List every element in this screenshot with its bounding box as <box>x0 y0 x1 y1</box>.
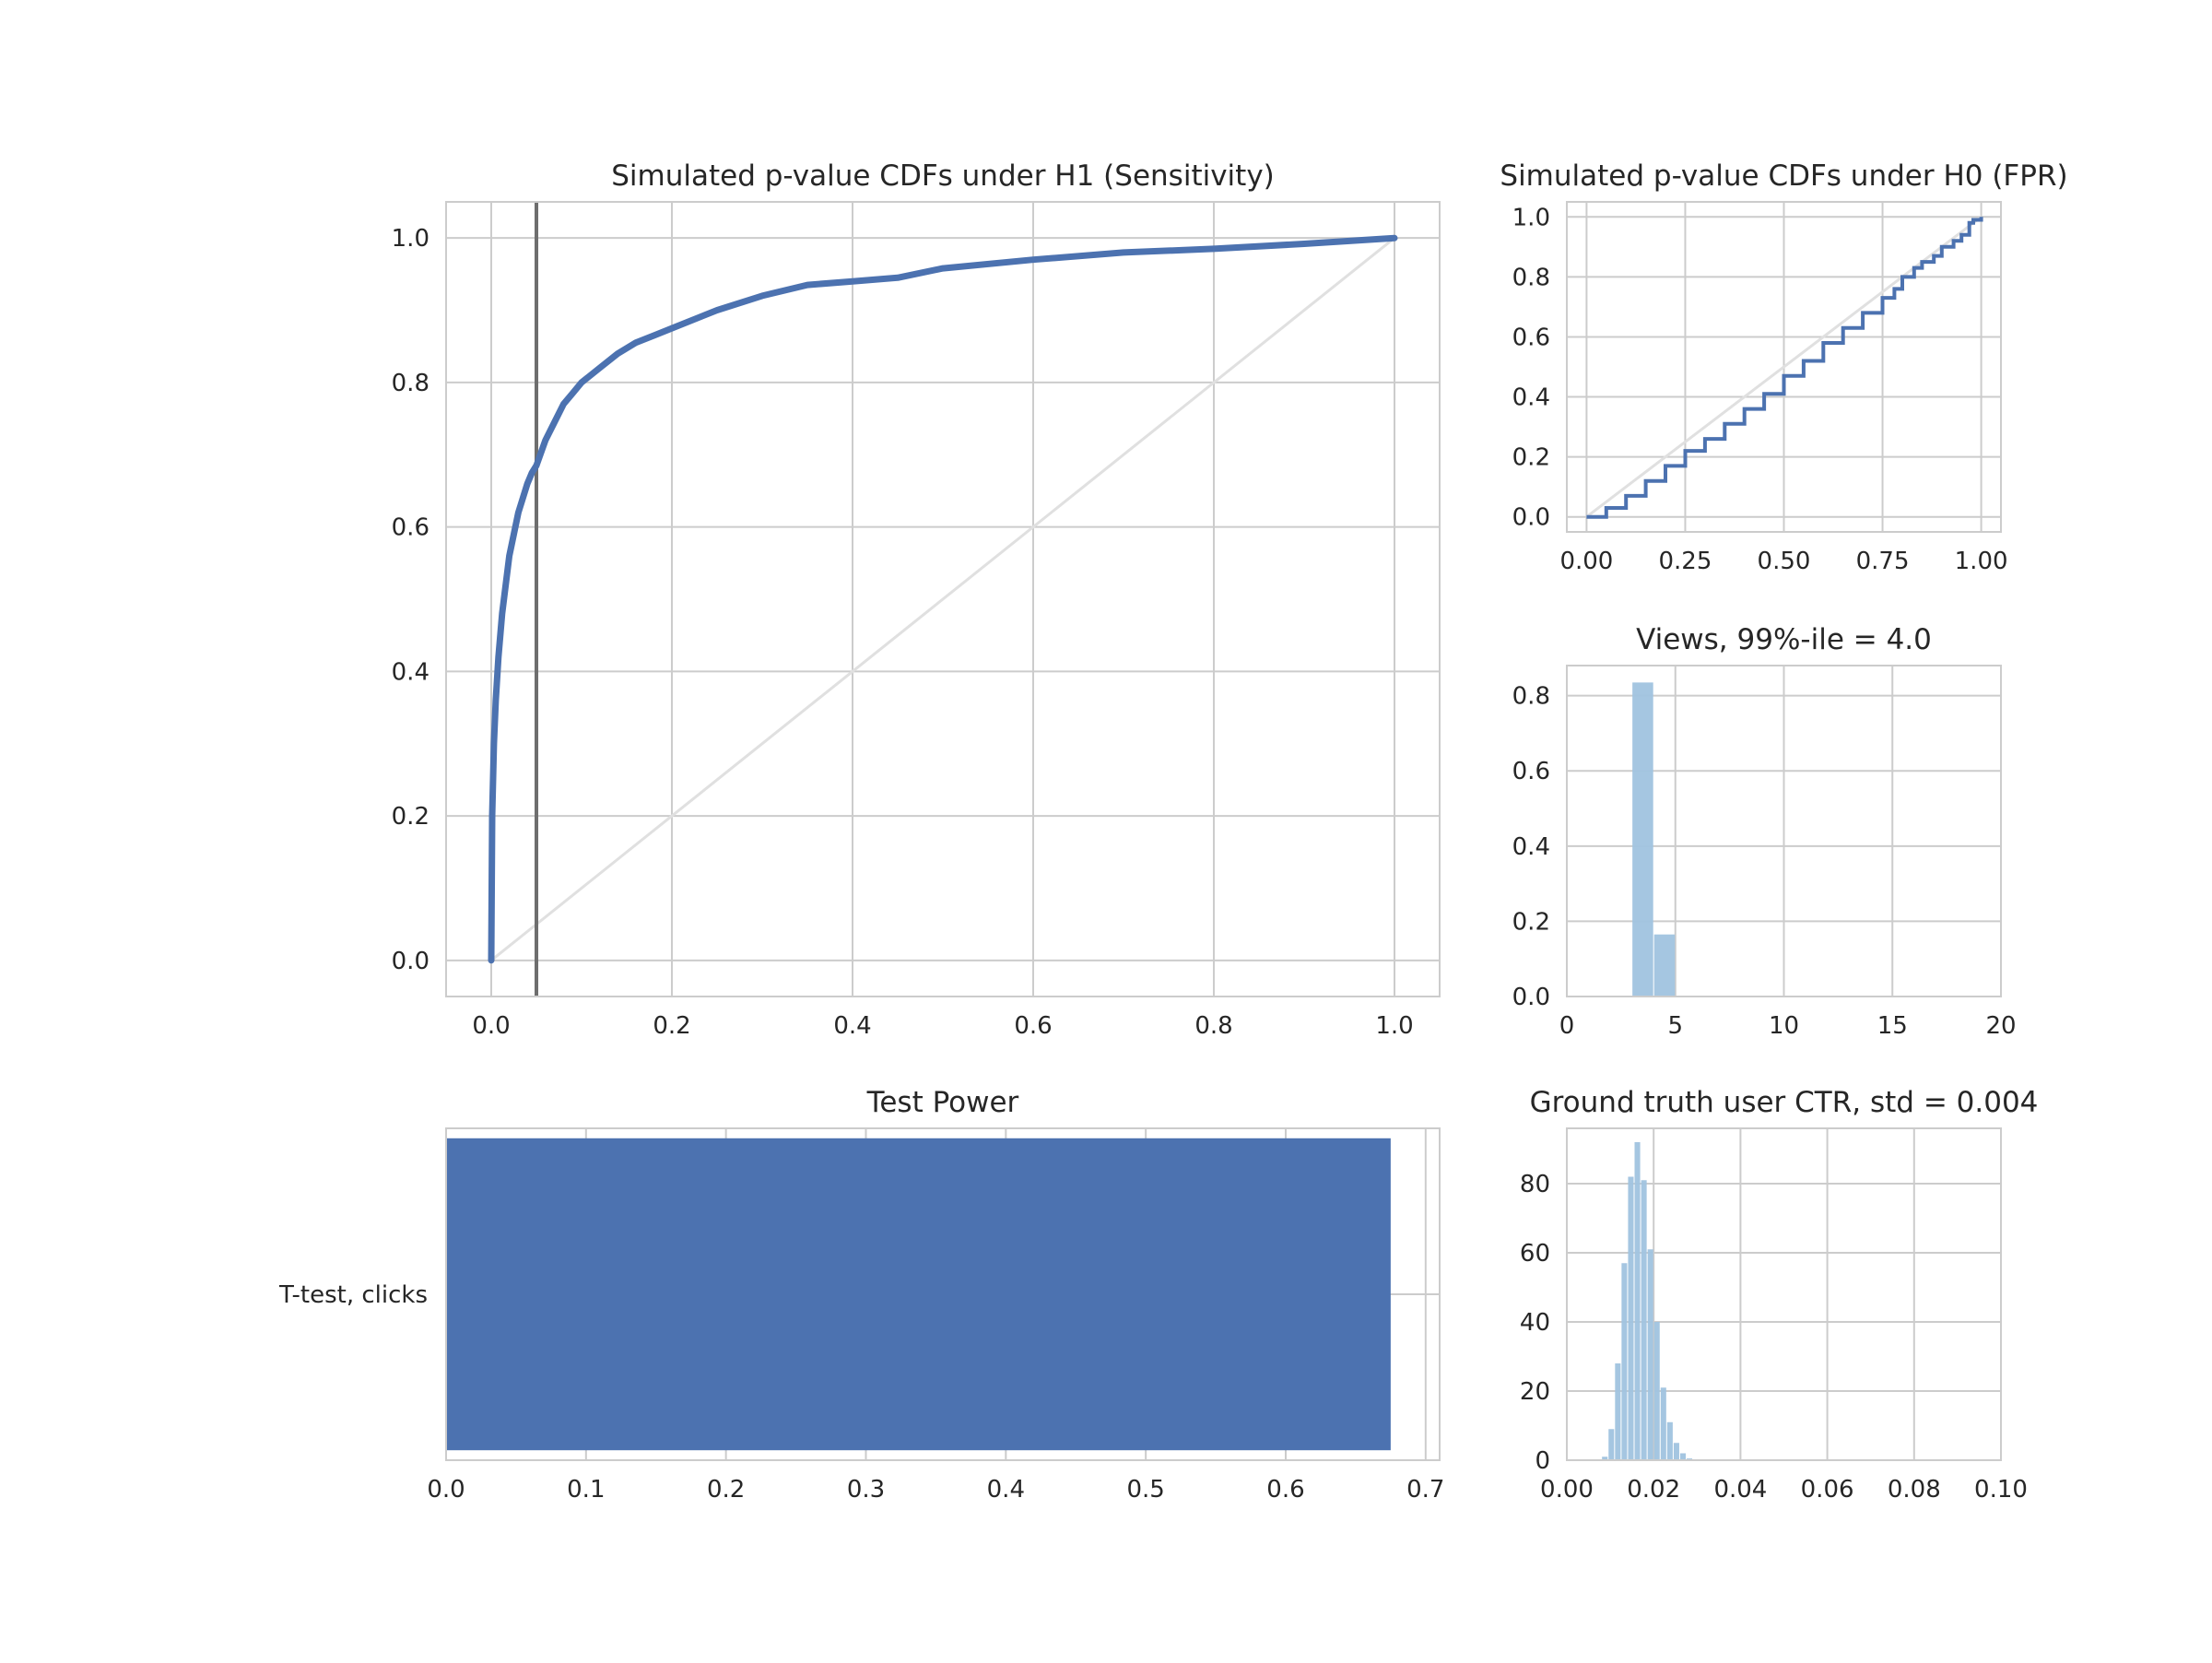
views-y-tick-label: 0.8 <box>1512 683 1550 711</box>
views-y-tick-label: 0.4 <box>1512 833 1550 861</box>
h1-x-tick-label: 1.0 <box>1375 1012 1413 1040</box>
ctr-x-tick-label: 0.08 <box>1888 1476 1941 1504</box>
views-x-tick-label: 20 <box>1985 1012 2016 1040</box>
ctr-histogram-bar <box>1602 1457 1608 1460</box>
power-x-tick-label: 0.2 <box>707 1476 745 1504</box>
views-histogram-bar <box>1653 934 1676 997</box>
ctr-y-tick-label: 20 <box>1520 1378 1550 1406</box>
h1-y-tick-label: 1.0 <box>392 225 429 253</box>
h1-x-tick-label: 0.6 <box>1014 1012 1052 1040</box>
views-y-tick-label: 0.2 <box>1512 908 1550 936</box>
h1-x-tick-label: 0.4 <box>833 1012 871 1040</box>
ctr-y-tick-label: 40 <box>1520 1309 1550 1337</box>
h0-y-tick-label: 0.2 <box>1512 444 1550 472</box>
h1-x-tick-label: 0.0 <box>472 1012 510 1040</box>
power-x-tick-label: 0.5 <box>1126 1476 1164 1504</box>
h0-title: Simulated p-value CDFs under H0 (FPR) <box>1500 159 2067 193</box>
ctr-histogram-bar <box>1621 1263 1628 1460</box>
h0-y-tick-label: 0.0 <box>1512 504 1550 532</box>
views-title: Views, 99%-ile = 4.0 <box>1636 623 1932 656</box>
h0-y-tick-label: 0.4 <box>1512 384 1550 412</box>
views-y-tick-label: 0.6 <box>1512 758 1550 785</box>
h1-diagonal-line <box>490 237 1395 961</box>
h0-y-tick-label: 0.8 <box>1512 264 1550 291</box>
ctr-histogram-bar <box>1615 1363 1621 1460</box>
ctr-histogram-bar <box>1666 1421 1673 1460</box>
h0-x-tick-label: 0.00 <box>1559 548 1613 575</box>
power-x-tick-label: 0.4 <box>987 1476 1025 1504</box>
h1-y-tick-label: 0.8 <box>392 370 429 397</box>
views-x-tick-label: 0 <box>1559 1012 1575 1040</box>
h0-x-tick-label: 0.25 <box>1659 548 1712 575</box>
h0-axes: 0.00 0.25 0.50 0.75 1.00 0.0 0.2 0.4 0.6 0.8 1.0 Si… <box>1500 159 2067 575</box>
h0-x-tick-label: 1.00 <box>1955 548 2008 575</box>
ctr-title: Ground truth user CTR, std = 0.004 <box>1530 1086 2039 1119</box>
ctr-x-tick-label: 0.02 <box>1627 1476 1680 1504</box>
ctr-histogram-bar <box>1653 1322 1660 1460</box>
power-x-tick-label: 0.0 <box>427 1476 465 1504</box>
power-bar <box>446 1138 1391 1451</box>
h1-x-tick-label: 0.2 <box>653 1012 690 1040</box>
ctr-x-tick-label: 0.10 <box>1974 1476 2028 1504</box>
power-x-tick-label: 0.7 <box>1406 1476 1444 1504</box>
h1-y-tick-label: 0.4 <box>392 658 429 686</box>
ctr-y-tick-label: 60 <box>1520 1240 1550 1268</box>
h1-x-tick-label: 0.8 <box>1194 1012 1232 1040</box>
power-title: Test Power <box>866 1086 1019 1119</box>
power-x-tick-label: 0.1 <box>567 1476 605 1504</box>
h1-frame <box>445 201 1441 997</box>
ctr-histogram-bar <box>1634 1142 1641 1460</box>
views-x-tick-label: 5 <box>1667 1012 1683 1040</box>
ctr-histogram-bar <box>1679 1453 1687 1460</box>
h0-y-tick-label: 1.0 <box>1512 204 1550 231</box>
power-x-tick-label: 0.3 <box>847 1476 885 1504</box>
ctr-y-tick-label: 80 <box>1520 1171 1550 1198</box>
views-y-tick-label: 0.0 <box>1512 984 1550 1011</box>
views-frame <box>1566 665 2002 997</box>
ctr-histogram-bar <box>1660 1387 1666 1460</box>
h0-x-tick-label: 0.50 <box>1758 548 1811 575</box>
h1-axes: 0.0 0.2 0.4 0.6 0.8 1.0 0.0 0.2 0.4 0.6 0.8 1.0 Simu… <box>392 159 1440 1040</box>
h1-cdf-line <box>488 234 1398 964</box>
ctr-frame <box>1566 1127 2002 1461</box>
ctr-y-tick-label: 0 <box>1535 1447 1550 1475</box>
ctr-axes: 0.00 0.02 0.04 0.06 0.08 0.10 0 20 40 60 80 Ground … <box>1520 1086 2038 1504</box>
views-axes: 0 5 10 15 20 0.0 0.2 0.4 0.6 0.8 Views, 99%-ile = … <box>1512 623 2017 1040</box>
ctr-x-tick-label: 0.00 <box>1540 1476 1594 1504</box>
ctr-histogram-bar <box>1673 1443 1679 1460</box>
ctr-x-tick-label: 0.06 <box>1801 1476 1854 1504</box>
ctr-histogram-bar <box>1641 1180 1647 1460</box>
h0-y-tick-label: 0.6 <box>1512 324 1550 351</box>
ctr-histogram-bar <box>1628 1176 1634 1460</box>
h1-y-tick-label: 0.0 <box>392 948 429 975</box>
views-x-tick-label: 10 <box>1769 1012 1799 1040</box>
power-x-tick-label: 0.6 <box>1266 1476 1304 1504</box>
ctr-x-tick-label: 0.04 <box>1713 1476 1767 1504</box>
h0-x-tick-label: 0.75 <box>1856 548 1910 575</box>
power-frame <box>445 1127 1441 1461</box>
h1-y-tick-label: 0.6 <box>392 514 429 542</box>
views-histogram-bar <box>1632 682 1653 997</box>
views-x-tick-label: 15 <box>1877 1012 1908 1040</box>
h1-y-tick-label: 0.2 <box>392 803 429 831</box>
h0-cdf-line <box>1586 217 1983 519</box>
ctr-histogram-bar <box>1647 1249 1653 1460</box>
h0-frame <box>1566 201 2002 533</box>
h1-title: Simulated p-value CDFs under H1 (Sensiti… <box>611 159 1275 193</box>
ctr-histogram-bar <box>1608 1429 1615 1460</box>
power-category-label: T-test, clicks <box>278 1281 428 1309</box>
